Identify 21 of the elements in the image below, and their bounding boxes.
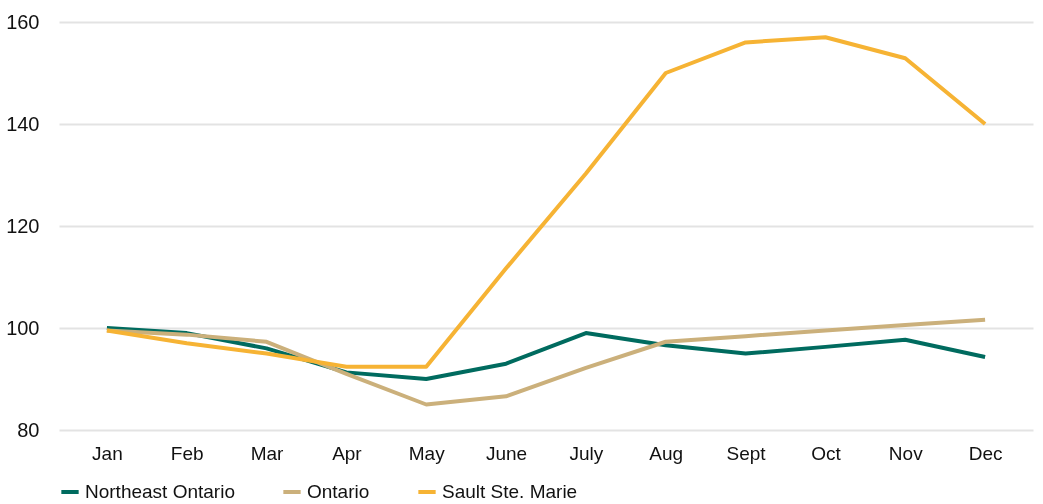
x-tick-label: July [569,442,604,464]
x-tick-label: Dec [968,442,1003,464]
legend-label: Ontario [307,481,370,502]
x-tick-label: Nov [888,442,924,464]
x-tick-label: Aug [649,442,684,464]
x-tick-label: Mar [250,442,285,464]
x-tick-label: Sept [726,442,767,464]
y-tick-label: 120 [6,214,40,237]
x-tick-label: June [485,442,528,464]
y-tick-label: 140 [6,112,40,135]
x-tick-label: Jan [92,442,123,464]
line-series [104,35,988,369]
x-tick-label: Apr [332,442,363,464]
x-tick-label: Oct [811,442,842,464]
legend-label: Northeast Ontario [85,481,235,502]
legend-label: Sault Ste. Marie [442,481,578,502]
y-tick-label: 160 [6,10,40,33]
y-tick-label: 80 [17,418,40,441]
x-tick-label: Feb [170,442,204,464]
x-tick-label: May [408,442,446,464]
y-tick-label: 100 [6,316,40,339]
